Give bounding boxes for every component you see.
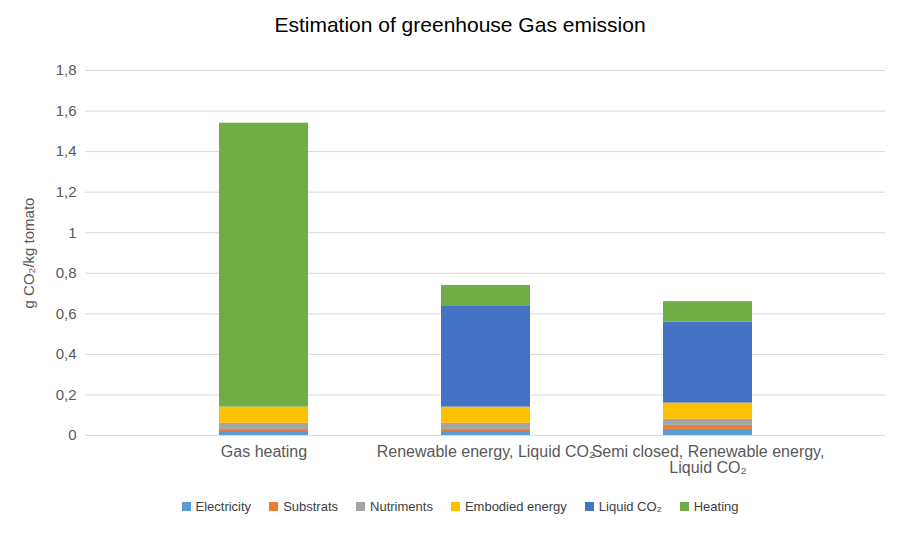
html-text:Heating: Heating — [693, 499, 739, 514]
html-text:Substrats: Substrats — [283, 499, 338, 514]
svg-text:1,2: 1,2 — [56, 183, 77, 200]
html-text:Nutriments: Nutriments — [370, 499, 433, 514]
html-text:Estimation of greenhouse Gas e: Estimation of greenhouse Gas emission — [274, 13, 646, 36]
svg-text:0,8: 0,8 — [56, 264, 77, 281]
svg-text:1,6: 1,6 — [56, 102, 77, 119]
svg-text:Renewable energy, Liquid CO₂: Renewable energy, Liquid CO₂ — [377, 443, 595, 460]
html-text:Liquid CO₂: Liquid CO₂ — [598, 499, 662, 514]
svg-text:1,8: 1,8 — [56, 61, 77, 78]
html-text:Electricity: Electricity — [195, 499, 252, 514]
svg-text:0,2: 0,2 — [56, 386, 77, 403]
svg-text:1,4: 1,4 — [56, 142, 77, 159]
svg-text:1: 1 — [68, 224, 76, 241]
svg-text:0,6: 0,6 — [56, 305, 77, 322]
svg-text:g CO₂/kg tomato: g CO₂/kg tomato — [20, 198, 37, 309]
html-text:Embodied energy: Embodied energy — [464, 499, 567, 514]
svg-text:0: 0 — [68, 426, 76, 443]
svg-text:0,4: 0,4 — [56, 345, 77, 362]
svg-text:Gas heating: Gas heating — [221, 443, 307, 460]
svg-text:Semi closed, Renewable energy,: Semi closed, Renewable energy,Liquid CO₂ — [592, 443, 825, 476]
